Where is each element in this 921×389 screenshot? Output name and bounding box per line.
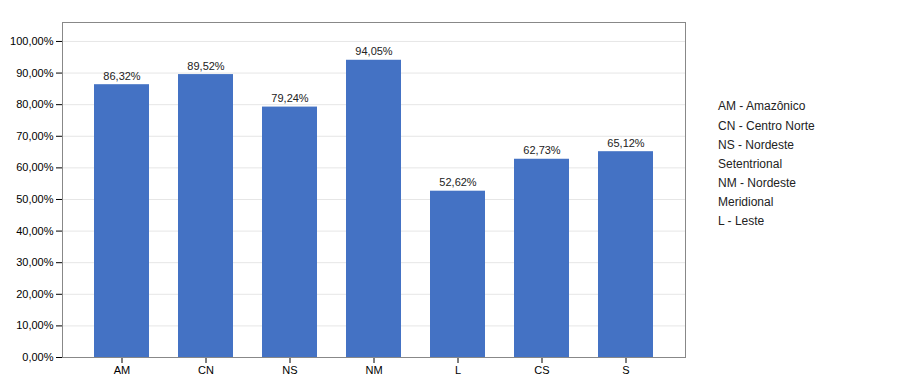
svg-text:0,00%: 0,00%: [22, 351, 53, 363]
html-text:NM - Nordeste: NM - Nordeste: [718, 176, 796, 191]
svg-text:NS: NS: [282, 364, 297, 376]
svg-text:86,32%: 86,32%: [103, 70, 141, 82]
svg-text:79,24%: 79,24%: [271, 92, 309, 104]
svg-text:52,62%: 52,62%: [439, 176, 477, 188]
svg-text:60,00%: 60,00%: [16, 161, 54, 173]
svg-text:65,12%: 65,12%: [607, 137, 645, 149]
svg-text:20,00%: 20,00%: [16, 288, 54, 300]
svg-text:70,00%: 70,00%: [16, 130, 54, 142]
svg-text:80,00%: 80,00%: [16, 98, 54, 110]
svg-text:100,00%: 100,00%: [10, 35, 54, 47]
svg-text:10,00%: 10,00%: [16, 319, 54, 331]
html-text:CN - Centro Norte: CN - Centro Norte: [718, 118, 815, 133]
svg-text:40,00%: 40,00%: [16, 225, 54, 237]
html-text:L - Leste: L - Leste: [718, 214, 765, 229]
svg-text:AM: AM: [114, 364, 131, 376]
svg-text:30,00%: 30,00%: [16, 256, 54, 268]
svg-text:L: L: [455, 364, 461, 376]
html-text:AM - Amazônico: AM - Amazônico: [718, 99, 806, 114]
svg-text:62,73%: 62,73%: [523, 144, 561, 156]
html-text:Meridional: Meridional: [718, 195, 774, 210]
html-text:NS - Nordeste: NS - Nordeste: [718, 137, 794, 152]
svg-text:50,00%: 50,00%: [16, 193, 54, 205]
svg-text:CS: CS: [534, 364, 549, 376]
svg-text:94,05%: 94,05%: [355, 45, 393, 57]
html-text:Setentrional: Setentrional: [718, 156, 782, 171]
svg-text:CN: CN: [198, 364, 214, 376]
svg-text:90,00%: 90,00%: [16, 67, 54, 79]
svg-text:89,52%: 89,52%: [187, 60, 225, 72]
svg-text:S: S: [622, 364, 629, 376]
svg-text:NM: NM: [365, 364, 382, 376]
